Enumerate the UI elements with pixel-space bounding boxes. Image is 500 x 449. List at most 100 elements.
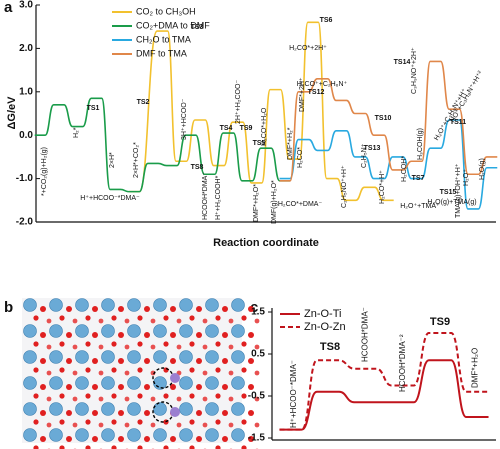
zn-atom — [153, 376, 167, 390]
zn-atom — [205, 324, 219, 338]
o-atom — [176, 422, 182, 428]
o-atom — [150, 344, 156, 350]
o-atom — [228, 396, 234, 402]
zn-atom — [101, 298, 115, 312]
energy-profile — [34, 97, 291, 193]
zn-atom — [179, 298, 193, 312]
o-atom — [222, 410, 228, 416]
zn-atom — [101, 428, 115, 442]
legend-label: Zn-O-Zn — [304, 321, 346, 333]
o-atom — [254, 370, 260, 376]
x-axis-label: Reaction coordinate — [213, 237, 319, 249]
o-atom — [46, 344, 52, 350]
o-atom — [222, 306, 228, 312]
o-atom — [241, 393, 247, 399]
state-label: 2H⁺+H₂COO⁻ — [235, 80, 242, 124]
zn-atom — [75, 376, 89, 390]
zn-atom — [231, 324, 245, 338]
y-tick-label: 0.5 — [251, 349, 265, 360]
zn-atom — [153, 350, 167, 364]
zn-atom — [127, 350, 141, 364]
o-atom — [98, 422, 104, 428]
state-label: 3H⁺+HCOO⁻ — [181, 98, 188, 140]
o-atom — [215, 367, 221, 373]
o-atom — [124, 344, 130, 350]
o-atom — [46, 422, 52, 428]
o-atom — [33, 315, 39, 321]
o-atom — [196, 332, 202, 338]
state-label: HCOOH*DMA⁻ — [202, 172, 209, 220]
o-atom — [202, 370, 208, 376]
state-label: TS13 — [364, 145, 381, 152]
y-tick-label: -0.5 — [248, 391, 266, 402]
state-label: TS12 — [308, 89, 325, 96]
o-atom — [241, 445, 247, 449]
state-label: TS10 — [375, 115, 392, 122]
o-atom — [163, 393, 169, 399]
o-atom — [222, 436, 228, 442]
y-tick-label: 3.0 — [19, 0, 33, 11]
state-label: TS8 — [191, 164, 204, 171]
zn-atom — [179, 428, 193, 442]
legend-label: CO₂+DMA to DMF — [136, 20, 210, 30]
o-atom — [189, 419, 195, 425]
o-atom — [196, 436, 202, 442]
y-axis-label: ΔG/eV — [6, 96, 18, 130]
o-atom — [228, 344, 234, 350]
energy-profile — [279, 60, 498, 182]
o-atom — [66, 306, 72, 312]
state-label: TS1 — [87, 105, 100, 112]
state-label: H₂* — [73, 127, 80, 138]
y-tick-label: -2.0 — [16, 217, 34, 228]
y-tick-label: 0.0 — [19, 130, 33, 141]
zn-atom — [23, 298, 37, 312]
o-atom — [144, 306, 150, 312]
state-label: H₂COH* — [401, 156, 408, 182]
o-atom — [248, 358, 254, 364]
state-label: TS4 — [220, 125, 233, 132]
o-atom — [46, 370, 52, 376]
legend-label: CH₂O to TMA — [136, 34, 191, 44]
state-label: C₃H₉NO⁺+2H⁺ — [411, 47, 418, 94]
o-atom — [111, 393, 117, 399]
o-atom — [150, 422, 156, 428]
o-atom — [248, 384, 254, 390]
o-atom — [72, 396, 78, 402]
o-atom — [98, 396, 104, 402]
zn-atom — [153, 324, 167, 338]
zn-atom — [231, 298, 245, 312]
o-atom — [241, 341, 247, 347]
state-label: H₃COH(g) — [417, 128, 424, 160]
o-atom — [59, 445, 65, 449]
o-atom — [241, 315, 247, 321]
o-atom — [150, 396, 156, 402]
o-atom — [33, 341, 39, 347]
o-atom — [40, 332, 46, 338]
state-label: *+CO₂(g)+H₂(g) — [41, 147, 48, 196]
o-atom — [124, 396, 130, 402]
zn-atom — [179, 350, 193, 364]
state-label: HCOOH*DMA⁻² — [398, 334, 407, 392]
o-atom — [40, 410, 46, 416]
state-label: C₂H₅N⁺ — [361, 143, 368, 168]
zn-atom — [101, 402, 115, 416]
o-atom — [98, 370, 104, 376]
o-atom — [215, 445, 221, 449]
o-atom — [202, 422, 208, 428]
zn-atom — [127, 402, 141, 416]
zn-atom — [101, 376, 115, 390]
o-atom — [118, 436, 124, 442]
o-atom — [163, 315, 169, 321]
o-atom — [137, 393, 143, 399]
o-atom — [137, 315, 143, 321]
state-label: TS8 — [320, 341, 340, 353]
legend-label: Zn-O-Ti — [304, 308, 341, 320]
o-atom — [176, 318, 182, 324]
o-atom — [92, 436, 98, 442]
o-atom — [40, 358, 46, 364]
o-atom — [40, 436, 46, 442]
zn-atom — [179, 376, 193, 390]
zn-atom — [231, 402, 245, 416]
o-atom — [170, 358, 176, 364]
zn-atom — [49, 376, 63, 390]
